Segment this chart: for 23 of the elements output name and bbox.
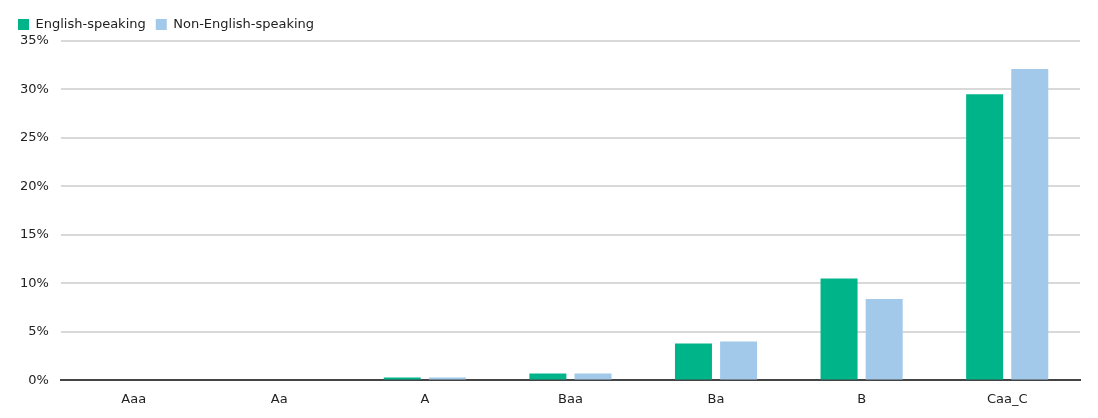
x-tick-label: B	[857, 390, 867, 406]
y-tick-label: 35%	[19, 32, 49, 48]
x-tick-label: A	[420, 390, 430, 406]
bar	[1011, 69, 1049, 380]
bar	[674, 343, 712, 380]
y-tick-label: 20%	[19, 177, 49, 193]
x-tick-label: Ba	[707, 390, 725, 406]
x-tick-label: Caa_C	[986, 390, 1028, 406]
bar	[966, 94, 1004, 380]
x-tick-label: Aaa	[121, 390, 147, 406]
y-tick-label: 25%	[19, 129, 49, 145]
bar	[820, 278, 858, 380]
y-tick-label: 0%	[28, 371, 49, 387]
legend-label: Non-English-speaking	[173, 15, 315, 31]
y-tick-label: 10%	[19, 274, 49, 290]
y-tick-label: 5%	[28, 323, 49, 339]
x-tick-label: Aa	[270, 390, 288, 406]
legend-label: English-speaking	[35, 15, 146, 31]
y-tick-label: 30%	[19, 80, 49, 96]
bar	[720, 341, 758, 380]
x-tick-label: Baa	[558, 390, 583, 406]
y-tick-label: 15%	[19, 226, 49, 242]
bar	[865, 298, 903, 380]
